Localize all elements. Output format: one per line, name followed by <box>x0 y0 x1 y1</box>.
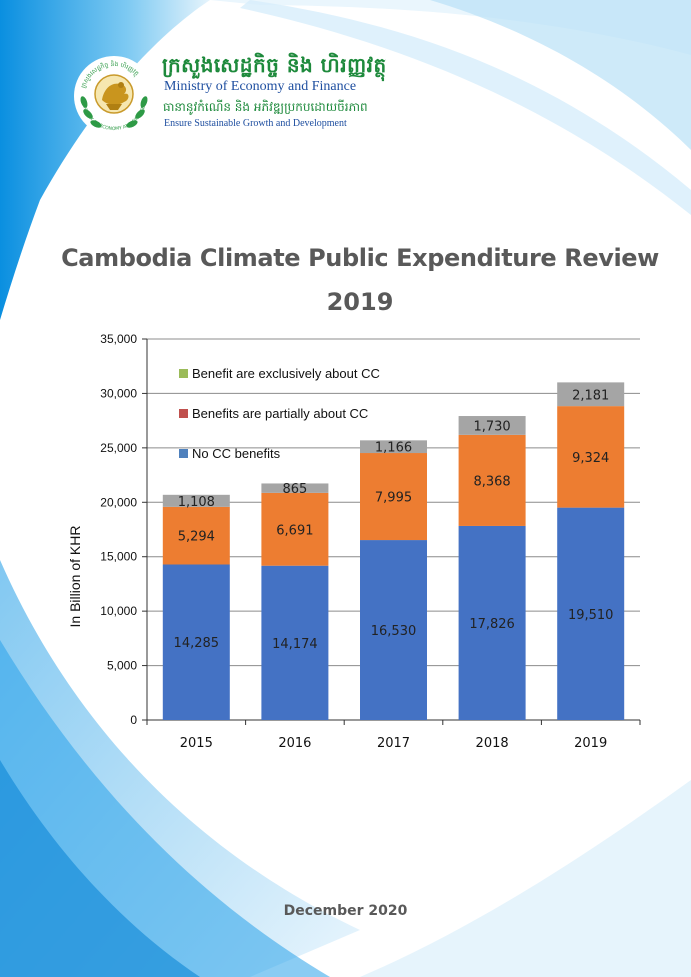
data-label: 2,181 <box>572 388 609 403</box>
bar-benefits-are-partially-about-cc-2016 <box>261 492 329 566</box>
data-label: 1,166 <box>375 441 412 456</box>
top-left-swoosh <box>0 0 210 320</box>
document-title: Cambodia Climate Public Expenditure Revi… <box>61 244 659 272</box>
ministry-seal-icon: ក្រសួងសេដ្ឋកិច្ច និង ហិរញ្ញវត្ថុ MINISTR… <box>74 56 154 136</box>
bar-benefit-are-exclusively-about-cc-2017 <box>360 440 427 454</box>
legend-swatch-benefit-are-exclusively-about-cc <box>179 369 188 378</box>
bar-benefit-are-exclusively-about-cc-2018 <box>458 416 526 435</box>
bar-benefits-are-partially-about-cc-2015 <box>162 506 230 565</box>
bar-no-cc-benefits-2016 <box>261 565 329 720</box>
bar-benefit-are-exclusively-about-cc-2015 <box>162 494 230 507</box>
bar-benefit-are-exclusively-about-cc-2016 <box>261 483 329 493</box>
bar-benefits-are-partially-about-cc-2019 <box>557 406 625 508</box>
data-label: 6,691 <box>276 523 313 538</box>
data-label: 17,826 <box>469 617 515 632</box>
y-tick-label: 15,000 <box>100 550 137 564</box>
data-label: 1,730 <box>473 419 510 434</box>
data-label: 19,510 <box>568 608 614 623</box>
legend-label-benefit-are-exclusively-about-cc: Benefit are exclusively about CC <box>192 366 380 381</box>
legend-swatch-no-cc-benefits <box>179 449 188 458</box>
data-label: 14,285 <box>174 636 220 651</box>
data-label: 9,324 <box>572 451 609 466</box>
x-tick-label: 2015 <box>180 736 213 751</box>
x-tick-label: 2017 <box>377 736 410 751</box>
ministry-name: Ministry of Economy and Finance <box>164 79 357 94</box>
x-tick-label: 2018 <box>476 736 509 751</box>
data-label: 5,294 <box>178 530 215 545</box>
bar-no-cc-benefits-2019 <box>557 507 625 720</box>
top-right-swoosh <box>430 0 691 150</box>
bar-no-cc-benefits-2018 <box>458 525 526 720</box>
y-tick-label: 30,000 <box>100 386 137 400</box>
x-tick-label: 2019 <box>574 736 607 751</box>
x-tick-label: 2016 <box>278 736 311 751</box>
y-tick-label: 0 <box>130 713 137 727</box>
y-tick-label: 25,000 <box>100 441 137 455</box>
bar-no-cc-benefits-2017 <box>360 540 427 720</box>
publication-date: December 2020 <box>283 903 408 919</box>
ministry-name-khmer: ក្រសួងសេដ្ឋកិច្ច និង ហិរញ្ញវត្ថុ <box>162 53 387 77</box>
bottom-right-wave <box>360 780 691 977</box>
data-label: 865 <box>282 482 307 497</box>
legend-label-benefits-are-partially-about-cc: Benefits are partially about CC <box>192 406 368 421</box>
bar-benefits-are-partially-about-cc-2018 <box>458 434 526 526</box>
data-label: 16,530 <box>371 624 417 639</box>
bar-benefit-are-exclusively-about-cc-2019 <box>557 382 625 407</box>
ministry-motto-khmer: ធានានូវកំណើន និង អភិវឌ្ឍប្រកបដោយចីរភាព <box>163 100 368 114</box>
document-title-year: 2019 <box>326 288 394 316</box>
bar-no-cc-benefits-2015 <box>162 564 230 720</box>
ministry-logo-block: ក្រសួងសេដ្ឋកិច្ច និង ហិរញ្ញវត្ថុ MINISTR… <box>72 52 386 137</box>
y-tick-label: 35,000 <box>100 332 137 346</box>
bottom-swoosh-edge <box>0 760 200 977</box>
legend-label-no-cc-benefits: No CC benefits <box>192 446 281 461</box>
y-tick-label: 20,000 <box>100 495 137 509</box>
data-label: 14,174 <box>272 637 318 652</box>
data-label: 1,108 <box>178 495 215 510</box>
data-label: 8,368 <box>473 474 510 489</box>
data-label: 7,995 <box>375 491 412 506</box>
legend-swatch-benefits-are-partially-about-cc <box>179 409 188 418</box>
y-tick-label: 5,000 <box>107 659 137 673</box>
bar-benefits-are-partially-about-cc-2017 <box>360 453 427 541</box>
y-tick-label: 10,000 <box>100 604 137 618</box>
ministry-motto: Ensure Sustainable Growth and Developmen… <box>164 118 347 129</box>
y-axis-title: In Billion of KHR <box>67 526 83 628</box>
